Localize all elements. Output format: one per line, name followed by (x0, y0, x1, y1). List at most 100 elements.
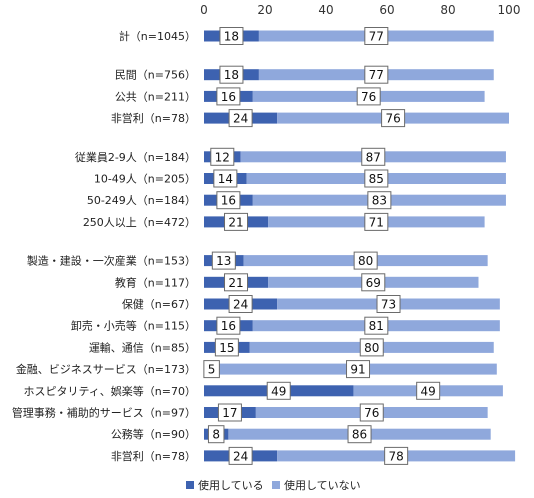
svg-text:49: 49 (271, 384, 286, 398)
svg-text:24: 24 (233, 298, 248, 312)
data-label-not-using: 85 (364, 169, 389, 188)
data-label-using: 5 (203, 360, 220, 379)
category-label: 従業員2-9人（n=184） (75, 151, 196, 164)
x-tick-label: 60 (379, 3, 394, 17)
x-tick-label: 80 (440, 3, 455, 17)
data-label-not-using: 80 (353, 251, 378, 270)
svg-text:15: 15 (219, 341, 234, 355)
data-label-not-using: 86 (347, 425, 372, 444)
category-label: 民間（n=756） (115, 69, 196, 82)
svg-text:86: 86 (352, 428, 367, 442)
svg-text:83: 83 (372, 194, 387, 208)
svg-text:16: 16 (221, 194, 236, 208)
svg-text:18: 18 (224, 30, 239, 44)
legend-swatch (186, 481, 194, 489)
svg-text:76: 76 (361, 90, 376, 104)
svg-text:49: 49 (421, 384, 436, 398)
svg-text:69: 69 (366, 276, 381, 290)
svg-text:5: 5 (208, 363, 216, 377)
svg-text:8: 8 (212, 428, 220, 442)
data-label-not-using: 71 (364, 212, 389, 231)
data-label-not-using: 76 (356, 87, 381, 106)
data-label-using: 21 (224, 212, 249, 231)
svg-text:80: 80 (364, 341, 379, 355)
svg-text:77: 77 (369, 30, 384, 44)
svg-text:76: 76 (364, 406, 379, 420)
legend-swatch (272, 481, 280, 489)
category-label: 教育（n=117） (115, 275, 196, 289)
data-label-not-using: 76 (359, 403, 384, 422)
svg-text:91: 91 (350, 363, 365, 377)
data-label-using: 15 (214, 338, 239, 357)
svg-text:14: 14 (218, 172, 233, 186)
category-label: ホスピタリティ、娯楽等（n=70） (23, 384, 196, 398)
category-labels: 計（n=1045） 民間（n=756） 公共（n=211） 非営利（n=78） 従業員2… (12, 29, 196, 463)
category-label: 計（n=1045） (119, 29, 196, 43)
category-label: 運輸、通信（n=85） (89, 340, 196, 354)
category-label: 非営利（n=78） (111, 111, 196, 125)
data-label-using: 24 (228, 295, 253, 313)
data-label-not-using: 87 (361, 147, 386, 166)
category-label: 保健（n=67） (122, 297, 196, 311)
x-tick-label: 40 (318, 3, 333, 17)
svg-text:16: 16 (221, 90, 236, 104)
svg-text:12: 12 (215, 150, 230, 164)
data-label-not-using: 77 (364, 27, 389, 45)
data-label-using: 21 (224, 273, 249, 292)
category-label: 製造・建設・一次産業（n=153） (27, 254, 196, 268)
category-label: 250人以上（n=472） (83, 216, 196, 229)
svg-text:81: 81 (369, 319, 384, 333)
svg-text:13: 13 (216, 254, 231, 268)
x-tick-label: 100 (498, 3, 521, 17)
svg-text:21: 21 (228, 215, 243, 229)
category-label: 公共（n=211） (115, 90, 196, 103)
data-label-not-using: 76 (381, 109, 406, 128)
data-label-not-using: 80 (359, 338, 384, 357)
legend-label: 使用していない (284, 479, 361, 492)
category-label: 50-249人（n=184） (87, 194, 196, 207)
data-label-not-using: 91 (346, 360, 371, 379)
category-label: 10-49人（n=205） (94, 173, 196, 186)
category-label: 公務等（n=90） (111, 427, 196, 441)
x-tick-label: 0 (200, 3, 208, 17)
category-label: 非営利（n=78） (111, 449, 196, 463)
svg-text:71: 71 (369, 215, 384, 229)
category-label: 卸売・小売等（n=115） (71, 319, 196, 333)
data-label-not-using: 83 (367, 191, 392, 210)
data-label-using: 13 (211, 251, 236, 270)
svg-text:24: 24 (233, 449, 248, 463)
data-label-using: 17 (217, 403, 242, 422)
svg-text:80: 80 (358, 254, 373, 268)
data-label-not-using: 77 (364, 65, 389, 84)
svg-text:78: 78 (389, 449, 404, 463)
category-label: 管理事務・補助的サービス（n=97） (12, 406, 196, 420)
data-label-using: 24 (228, 109, 253, 128)
x-axis-ticks: 0 20 40 60 80 100 (200, 3, 520, 17)
svg-text:18: 18 (224, 68, 239, 82)
svg-text:85: 85 (369, 172, 384, 186)
data-label-not-using: 73 (376, 295, 401, 313)
data-label-not-using: 81 (364, 316, 389, 335)
data-label-not-using: 69 (361, 273, 386, 292)
legend: 使用している 使用していない (186, 479, 361, 492)
category-label: 金融、ビジネスサービス（n=173） (16, 362, 196, 376)
data-label-using: 16 (216, 316, 241, 335)
svg-text:16: 16 (221, 319, 236, 333)
data-label-using: 18 (219, 65, 244, 84)
data-label-using: 49 (266, 381, 291, 400)
data-label-using: 16 (216, 87, 241, 106)
data-label-not-using: 49 (416, 381, 441, 400)
x-tick-label: 20 (257, 3, 272, 17)
data-label-not-using: 78 (384, 446, 409, 465)
legend-label: 使用している (198, 479, 264, 492)
svg-text:24: 24 (233, 112, 248, 126)
svg-text:73: 73 (381, 298, 396, 312)
data-label-using: 18 (219, 27, 244, 45)
svg-text:17: 17 (222, 406, 237, 420)
svg-text:77: 77 (369, 68, 384, 82)
svg-text:76: 76 (385, 112, 400, 126)
data-label-using: 24 (228, 446, 253, 465)
data-label-using: 16 (216, 191, 241, 210)
